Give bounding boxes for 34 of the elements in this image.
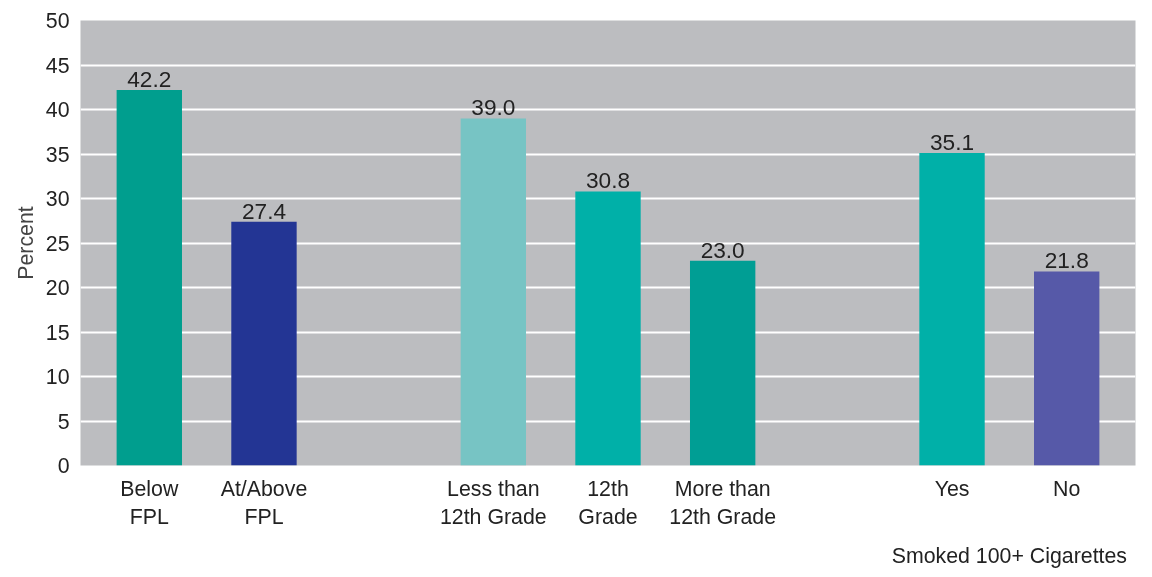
y-tick-label: 35 (45, 142, 70, 167)
y-tick-label: 20 (45, 276, 70, 300)
bar (575, 191, 641, 466)
y-tick-label: 0 (57, 454, 70, 478)
data-label: 30.8 (585, 167, 631, 194)
data-label: 42.2 (127, 65, 172, 92)
y-tick-label: 50 (45, 9, 70, 33)
x-tick-label: Less than 12th Grade (439, 476, 547, 530)
bar (689, 260, 756, 466)
x-tick-label: At/Above FPL (220, 476, 308, 530)
y-tick-label: 5 (57, 409, 70, 434)
y-tick-label: 45 (45, 53, 70, 78)
data-label: 35.1 (929, 129, 975, 156)
y-tick-label: 15 (45, 320, 70, 345)
y-tick-label: 40 (45, 98, 70, 122)
x-tick-label: No (1053, 476, 1081, 501)
text: Smoked 100+ Cigarettes (891, 543, 1128, 568)
y-tick-label: 25 (45, 231, 70, 256)
x-tick-label: 12th Grade (578, 476, 638, 530)
data-label: 39.0 (471, 94, 516, 121)
data-label: 27.4 (241, 197, 287, 224)
y-axis-title: Percent (13, 206, 38, 280)
y-tick-label: 10 (45, 365, 70, 389)
bar (460, 118, 527, 466)
bar (1034, 271, 1100, 466)
x-tick-label: More than 12th Grade (669, 476, 777, 530)
y-tick-label: 30 (45, 187, 70, 211)
bar (919, 153, 985, 466)
data-label: 23.0 (700, 236, 745, 263)
x-tick-label: Below FPL (120, 476, 179, 530)
bar (116, 89, 182, 466)
x-tick-label: Yes (934, 476, 970, 501)
bar (231, 221, 297, 466)
data-label: 21.8 (1044, 247, 1089, 274)
